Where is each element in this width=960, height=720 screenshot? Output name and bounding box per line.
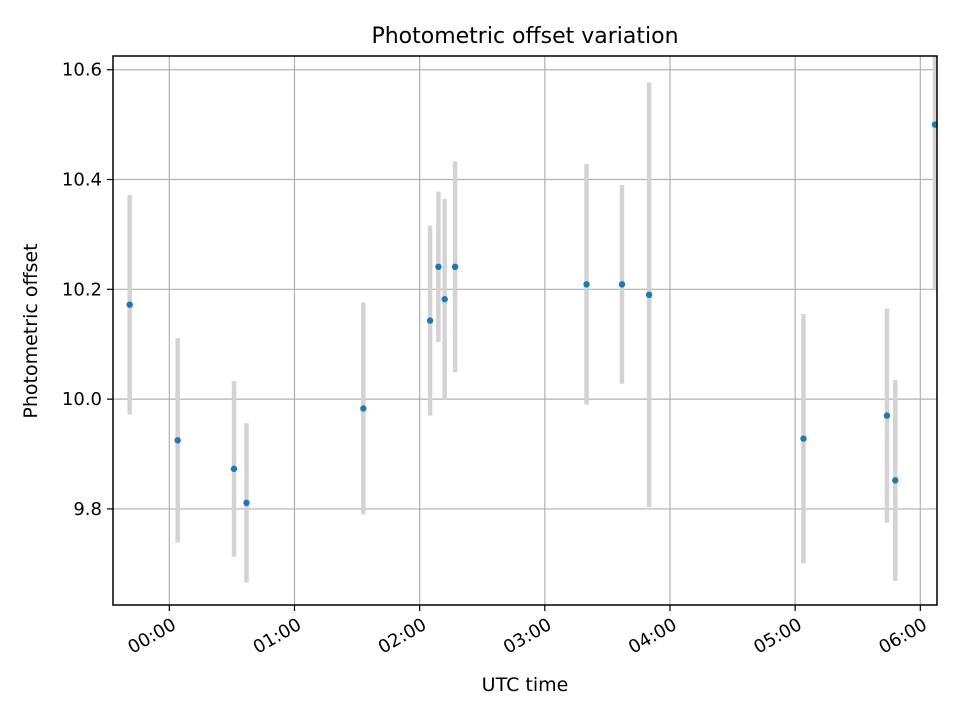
data-point bbox=[451, 263, 459, 271]
data-point bbox=[174, 437, 181, 444]
data-point bbox=[883, 412, 891, 419]
data-point bbox=[360, 405, 367, 412]
y-tick-label: 10.0 bbox=[62, 389, 102, 410]
data-point bbox=[426, 317, 434, 324]
data-point bbox=[645, 291, 653, 299]
data-point bbox=[126, 301, 133, 308]
x-axis-label: UTC time bbox=[482, 674, 569, 696]
data-point bbox=[931, 121, 937, 128]
y-tick-label: 9.8 bbox=[73, 499, 102, 520]
y-axis: 9.8 10.0 10.2 10.4 10.6 bbox=[62, 60, 113, 520]
grid-lines bbox=[113, 56, 937, 605]
data-point bbox=[618, 281, 626, 288]
data-point bbox=[583, 281, 590, 288]
data-point bbox=[800, 435, 807, 442]
data-point bbox=[441, 296, 448, 303]
plot-frame bbox=[112, 55, 938, 606]
chart-title: Photometric offset variation bbox=[371, 24, 678, 49]
data-point bbox=[243, 499, 250, 507]
y-axis-label: Photometric offset bbox=[20, 243, 42, 418]
y-tick-label: 10.6 bbox=[62, 60, 102, 81]
data-point bbox=[892, 477, 899, 484]
data-series bbox=[126, 56, 937, 583]
data-point bbox=[435, 263, 442, 271]
y-tick-label: 10.4 bbox=[62, 170, 102, 191]
data-point bbox=[230, 465, 238, 473]
y-tick-label: 10.2 bbox=[62, 279, 102, 300]
plot-area bbox=[126, 56, 937, 583]
